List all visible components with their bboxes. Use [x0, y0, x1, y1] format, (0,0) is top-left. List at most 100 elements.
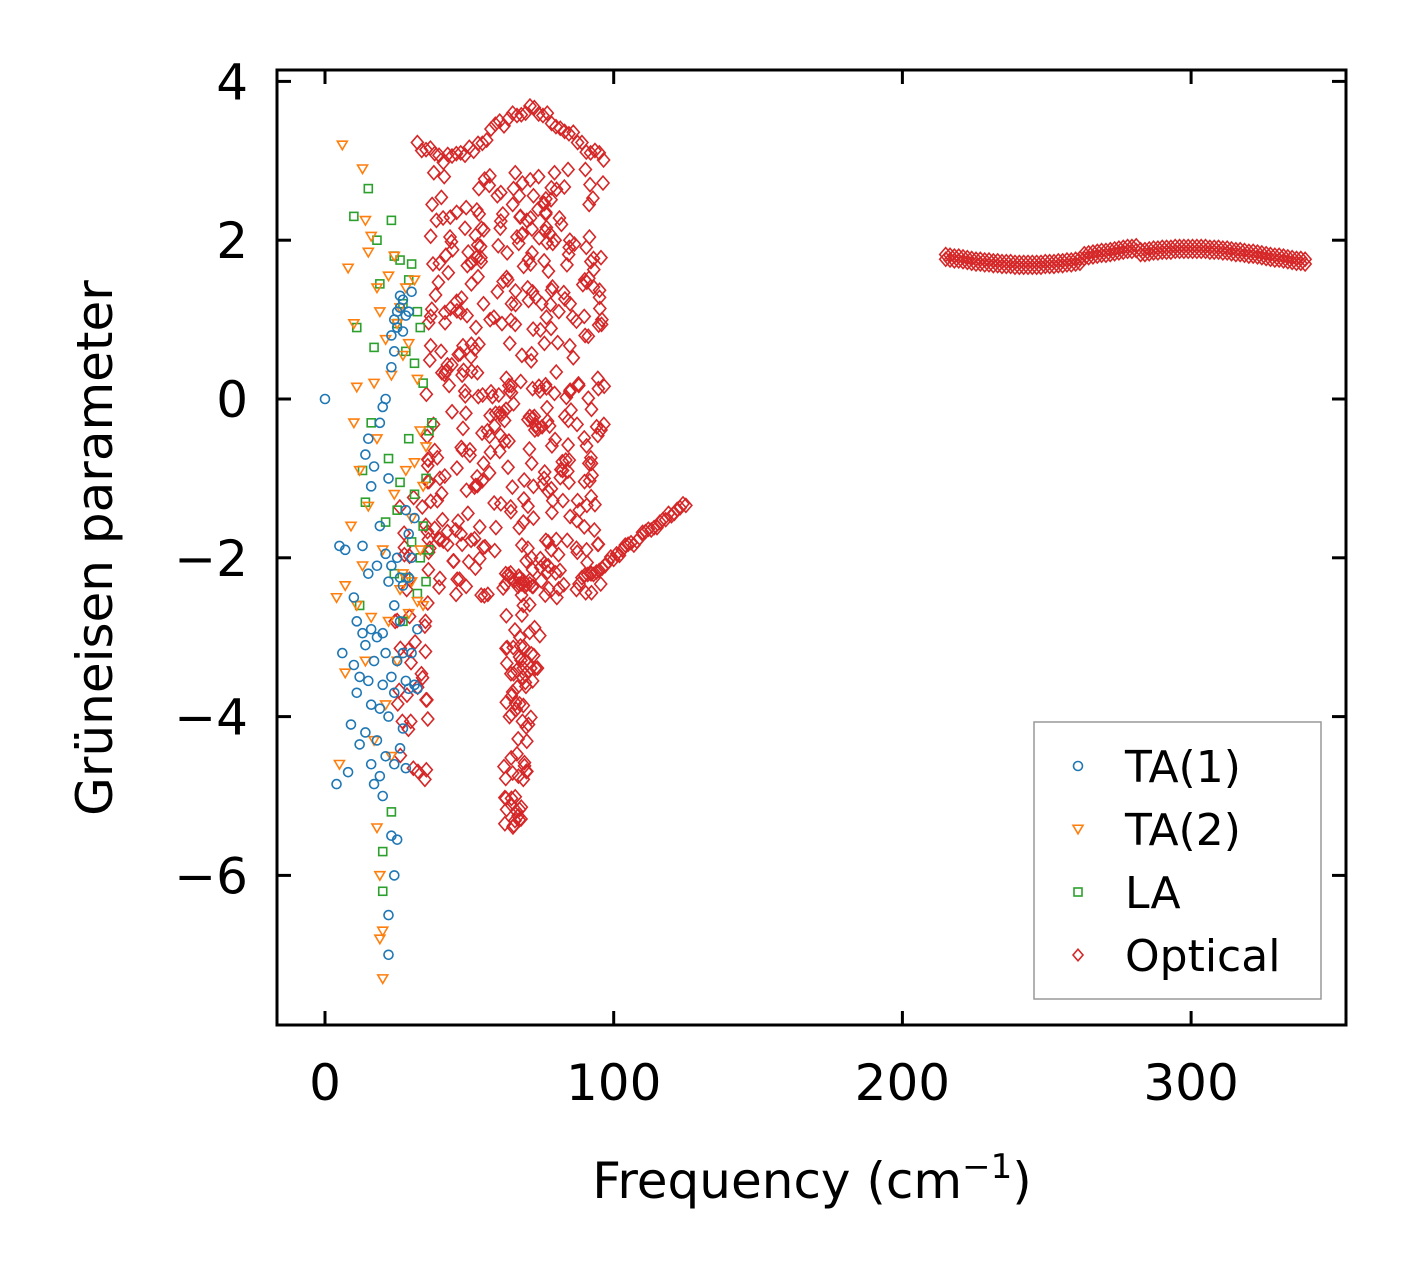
- data-point: [583, 253, 598, 270]
- data-point: [361, 501, 375, 513]
- data-point: [363, 675, 374, 687]
- data-point: [408, 275, 421, 287]
- data-point: [538, 586, 553, 604]
- data-point: [522, 440, 537, 458]
- legend: TA(1) TA(2) LA Optical: [1033, 721, 1322, 1000]
- data-point: [394, 616, 406, 627]
- data-point: [499, 607, 514, 624]
- data-point: [419, 442, 433, 453]
- data-point: [416, 600, 430, 612]
- data-point: [460, 257, 475, 274]
- data-point: [505, 479, 520, 496]
- data-point: [442, 228, 458, 246]
- data-point: [537, 470, 552, 487]
- data-point: [365, 699, 377, 710]
- data-point: [451, 513, 466, 530]
- data-point: [487, 494, 502, 512]
- data-point: [551, 546, 566, 563]
- data-point: [453, 304, 468, 321]
- data-point: [569, 540, 584, 557]
- data-point: [360, 727, 371, 738]
- data-point: [406, 286, 417, 298]
- data-point: [486, 309, 501, 326]
- data-point: [380, 647, 391, 659]
- data-point: [560, 463, 575, 480]
- data-point: [494, 405, 509, 423]
- data-point: [471, 336, 486, 353]
- data-point: [319, 393, 331, 405]
- data-point: [509, 107, 525, 124]
- data-point: [559, 389, 574, 406]
- plot-frame: [275, 68, 1348, 1027]
- legend-label: LA: [1125, 868, 1181, 919]
- data-point: [397, 294, 409, 306]
- data-point: [418, 141, 434, 158]
- data-point: [569, 512, 584, 529]
- data-point: [581, 328, 596, 345]
- data-point: [542, 225, 557, 242]
- data-point: [512, 187, 527, 204]
- data-point: [519, 212, 534, 229]
- data-point: [475, 386, 490, 404]
- data-point: [545, 492, 560, 509]
- data-point: [458, 405, 473, 422]
- data-point: [549, 363, 564, 381]
- data-point: [522, 596, 537, 613]
- data-point: [526, 509, 541, 527]
- data-point: [534, 572, 549, 589]
- data-point: [519, 575, 534, 593]
- data-point: [537, 463, 552, 481]
- data-point: [538, 204, 553, 221]
- data-point: [416, 481, 430, 493]
- data-point: [562, 239, 577, 256]
- data-point: [537, 252, 552, 269]
- data-point: [376, 545, 390, 557]
- data-point: [497, 432, 512, 450]
- data-point: [350, 382, 364, 394]
- data-point: [464, 532, 479, 549]
- data-point: [483, 407, 498, 424]
- data-point: [501, 377, 516, 394]
- data-point: [590, 370, 605, 387]
- data-point: [349, 211, 359, 222]
- data-point: [483, 120, 499, 138]
- data-point: [418, 521, 428, 531]
- data-point: [1293, 255, 1308, 272]
- data-point: [363, 433, 374, 445]
- data-point: [391, 834, 403, 845]
- data-point: [557, 290, 572, 308]
- data-point: [459, 578, 474, 595]
- data-point: [364, 612, 378, 624]
- data-point: [395, 477, 405, 488]
- data-point: [435, 511, 450, 528]
- data-point: [449, 302, 464, 319]
- data-point: [418, 613, 433, 630]
- data-point: [386, 807, 397, 817]
- data-point: [432, 470, 447, 487]
- data-point: [472, 205, 487, 223]
- data-point: [494, 315, 510, 332]
- data-point: [388, 600, 400, 611]
- data-point: [408, 457, 421, 469]
- data-point: [551, 580, 566, 597]
- data-point: [584, 401, 599, 418]
- data-point: [445, 241, 460, 258]
- data-point: [432, 531, 447, 548]
- data-point: [455, 441, 470, 458]
- data-point: [594, 311, 609, 328]
- data-point: [365, 481, 377, 492]
- data-point: [467, 530, 482, 547]
- data-point: [437, 304, 452, 321]
- data-point: [376, 974, 390, 985]
- data-point: [570, 134, 585, 151]
- data-point: [541, 263, 556, 280]
- data-point: [504, 295, 519, 312]
- data-point: [499, 694, 514, 711]
- data-point: [490, 283, 505, 300]
- data-point: [351, 616, 363, 627]
- data-point: [400, 762, 412, 774]
- data-point: [409, 358, 420, 369]
- data-point: [492, 443, 507, 460]
- y-tick-label: 4: [216, 53, 248, 111]
